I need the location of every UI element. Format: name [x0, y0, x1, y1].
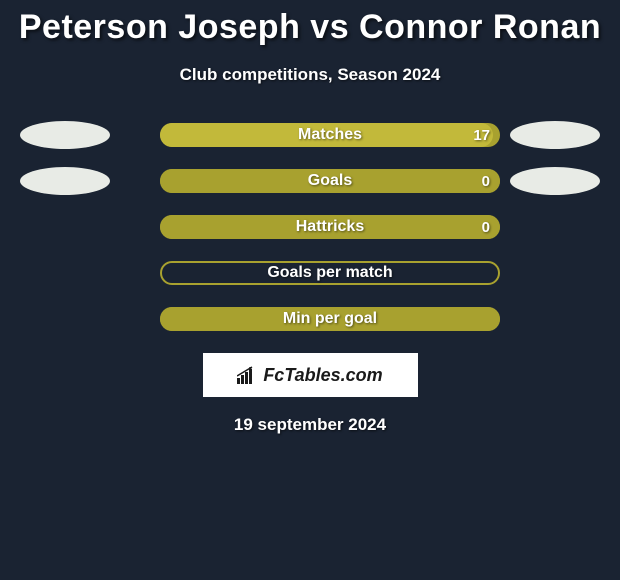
- logo-badge: FcTables.com: [203, 353, 418, 397]
- stat-bar: Min per goal: [160, 307, 500, 331]
- stat-value: 0: [482, 169, 490, 193]
- comparison-infographic: Peterson Joseph vs Connor Ronan Club com…: [0, 0, 620, 435]
- stat-value: 17: [473, 123, 490, 147]
- stat-label: Goals: [160, 169, 500, 193]
- stat-label: Hattricks: [160, 215, 500, 239]
- stat-bar: Hattricks0: [160, 215, 500, 239]
- subtitle: Club competitions, Season 2024: [0, 65, 620, 85]
- logo-label: FcTables.com: [263, 365, 382, 386]
- stat-rows: Matches17Goals0Hattricks0Goals per match…: [0, 123, 620, 331]
- stat-label: Min per goal: [160, 307, 500, 331]
- stat-value: 0: [482, 215, 490, 239]
- stat-row: Matches17: [0, 123, 620, 147]
- stat-bar: Goals per match: [160, 261, 500, 285]
- logo-text: FcTables.com: [237, 365, 382, 386]
- left-ellipse: [20, 121, 110, 149]
- stat-label: Matches: [160, 123, 500, 147]
- page-title: Peterson Joseph vs Connor Ronan: [0, 8, 620, 47]
- stat-row: Goals0: [0, 169, 620, 193]
- stat-row: Hattricks0: [0, 215, 620, 239]
- stat-row: Goals per match: [0, 261, 620, 285]
- bars-icon: [237, 366, 259, 384]
- left-ellipse: [20, 167, 110, 195]
- right-ellipse: [510, 167, 600, 195]
- stat-row: Min per goal: [0, 307, 620, 331]
- stat-bar: Matches17: [160, 123, 500, 147]
- right-ellipse: [510, 121, 600, 149]
- stat-label: Goals per match: [162, 263, 498, 283]
- stat-bar: Goals0: [160, 169, 500, 193]
- date-text: 19 september 2024: [0, 415, 620, 435]
